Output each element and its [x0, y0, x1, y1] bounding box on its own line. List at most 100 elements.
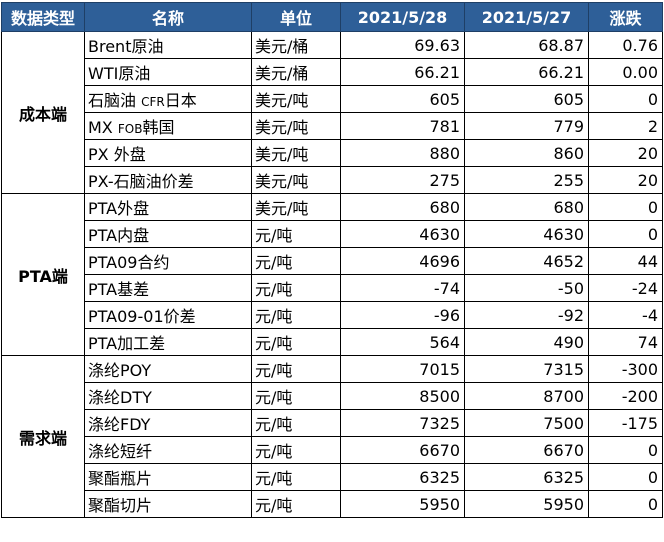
cell-unit: 元/吨: [251, 247, 341, 275]
cell-date-1: 5950: [340, 490, 465, 518]
cell-name-tail: 韩国: [142, 118, 175, 137]
table-row: PTA加工差 元/吨 564 490 74: [2, 328, 663, 356]
cell-date-2: 6670: [464, 436, 589, 464]
price-table: 数据类型 名称 单位 2021/5/28 2021/5/27 涨跌 成本端 Br…: [1, 2, 663, 518]
cell-change: 2: [588, 112, 663, 140]
cell-date-1: 680: [340, 193, 465, 221]
cell-name-main: MX: [88, 118, 113, 137]
cell-change: -175: [588, 409, 663, 437]
group-label-demand: 需求端: [1, 355, 85, 518]
table-row: MX FOB韩国 美元/吨 781 779 2: [2, 112, 663, 140]
cell-date-2: 6325: [464, 463, 589, 491]
cell-change: 0: [588, 85, 663, 113]
cell-date-2: 7315: [464, 355, 589, 383]
cell-change: -4: [588, 301, 663, 329]
table-row: 石脑油 CFR日本 美元/吨 605 605 0: [2, 85, 663, 113]
cell-date-1: -96: [340, 301, 465, 329]
cell-date-2: 255: [464, 166, 589, 194]
table-row: 聚酯瓶片 元/吨 6325 6325 0: [2, 463, 663, 491]
cell-name: 石脑油 CFR日本: [84, 85, 252, 113]
table-row: PTA09合约 元/吨 4696 4652 44: [2, 247, 663, 275]
cell-date-1: 66.21: [340, 58, 465, 86]
cell-date-1: 7325: [340, 409, 465, 437]
cell-date-2: 8700: [464, 382, 589, 410]
cell-name: PX 外盘: [84, 139, 252, 167]
header-data-type: 数据类型: [1, 2, 85, 32]
cell-change: 0: [588, 220, 663, 248]
cell-unit: 美元/桶: [251, 31, 341, 59]
cell-change: 44: [588, 247, 663, 275]
cell-date-2: 605: [464, 85, 589, 113]
cell-name: 涤纶DTY: [84, 382, 252, 410]
cell-date-2: 860: [464, 139, 589, 167]
cell-date-1: 605: [340, 85, 465, 113]
cell-change: 20: [588, 166, 663, 194]
cell-name: PTA外盘: [84, 193, 252, 221]
table-row: PTA基差 元/吨 -74 -50 -24: [2, 274, 663, 302]
table-row: PTA09-01价差 元/吨 -96 -92 -4: [2, 301, 663, 329]
cell-name: WTI原油: [84, 58, 252, 86]
cell-unit: 美元/桶: [251, 58, 341, 86]
table-row: 涤纶短纤 元/吨 6670 6670 0: [2, 436, 663, 464]
cell-date-2: -50: [464, 274, 589, 302]
group-label-pta: PTA端: [1, 193, 85, 356]
cell-date-2: 490: [464, 328, 589, 356]
table-row: PTA端 PTA外盘 美元/吨 680 680 0: [1, 193, 663, 356]
header-name: 名称: [84, 2, 252, 32]
header-change: 涨跌: [588, 2, 663, 32]
cell-name: PTA基差: [84, 274, 252, 302]
table-row: PX-石脑油价差 美元/吨 275 255 20: [2, 166, 663, 194]
cell-date-2: -92: [464, 301, 589, 329]
cell-change: 0: [588, 193, 663, 221]
header-row: 数据类型 名称 单位 2021/5/28 2021/5/27 涨跌: [1, 2, 663, 32]
cell-date-2: 680: [464, 193, 589, 221]
header-date-1: 2021/5/28: [340, 2, 465, 32]
group-label-cost: 成本端: [1, 31, 85, 194]
cell-name: 聚酯瓶片: [84, 463, 252, 491]
cell-change: 0: [588, 463, 663, 491]
cell-unit: 美元/吨: [251, 193, 341, 221]
cell-name-small: CFR: [141, 95, 165, 109]
cell-change: -24: [588, 274, 663, 302]
cell-change: 20: [588, 139, 663, 167]
cell-date-1: 880: [340, 139, 465, 167]
cell-date-1: 4696: [340, 247, 465, 275]
cell-unit: 元/吨: [251, 274, 341, 302]
cell-date-1: 7015: [340, 355, 465, 383]
cell-name: PTA09-01价差: [84, 301, 252, 329]
cell-unit: 元/吨: [251, 490, 341, 518]
cell-date-1: -74: [340, 274, 465, 302]
header-unit: 单位: [251, 2, 341, 32]
cell-date-2: 779: [464, 112, 589, 140]
cell-date-1: 6325: [340, 463, 465, 491]
cell-change: 0.00: [588, 58, 663, 86]
cell-date-2: 4652: [464, 247, 589, 275]
cell-name: PTA09合约: [84, 247, 252, 275]
cell-name-main: 石脑油: [88, 91, 137, 110]
cell-date-1: 781: [340, 112, 465, 140]
cell-date-2: 66.21: [464, 58, 589, 86]
cell-name: PX-石脑油价差: [84, 166, 252, 194]
cell-date-2: 68.87: [464, 31, 589, 59]
cell-date-1: 4630: [340, 220, 465, 248]
cell-date-1: 6670: [340, 436, 465, 464]
cell-date-1: 564: [340, 328, 465, 356]
cell-name: 聚酯切片: [84, 490, 252, 518]
cell-change: -300: [588, 355, 663, 383]
cell-date-2: 7500: [464, 409, 589, 437]
cell-date-1: 275: [340, 166, 465, 194]
table-row: 需求端 涤纶POY 元/吨 7015 7315 -300: [1, 355, 663, 518]
cell-unit: 元/吨: [251, 463, 341, 491]
table-row: PTA内盘 元/吨 4630 4630 0: [2, 220, 663, 248]
header-date-2: 2021/5/27: [464, 2, 589, 32]
cell-name-small: FOB: [117, 122, 143, 136]
cell-date-2: 4630: [464, 220, 589, 248]
cell-date-1: 69.63: [340, 31, 465, 59]
cell-name: Brent原油: [84, 31, 252, 59]
cell-unit: 美元/吨: [251, 112, 341, 140]
table-row: 聚酯切片 元/吨 5950 5950 0: [2, 490, 663, 518]
table-row: WTI原油 美元/桶 66.21 66.21 0.00: [2, 58, 663, 86]
cell-unit: 元/吨: [251, 355, 341, 383]
cell-unit: 元/吨: [251, 328, 341, 356]
cell-name: PTA加工差: [84, 328, 252, 356]
